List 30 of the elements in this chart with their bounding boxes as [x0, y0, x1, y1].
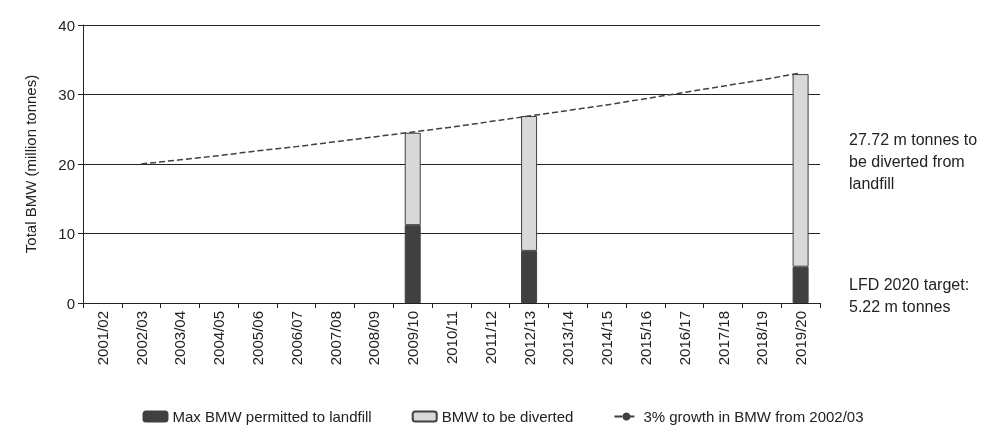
y-tick-label: 0: [66, 294, 75, 312]
legend-label: BMW to be diverted: [441, 408, 574, 425]
y-tick-label: 20: [58, 155, 75, 173]
x-tick-label: 2011/12: [481, 311, 499, 365]
x-tick-label: 2010/11: [443, 311, 460, 365]
x-tick-label: 2001/02: [93, 311, 111, 366]
x-tick-label: 2012/13: [520, 311, 538, 366]
x-tick-label: 2006/07: [287, 311, 305, 366]
x-tick-label: 2005/06: [249, 311, 267, 366]
x-tick-label: 2013/14: [559, 311, 577, 366]
y-axis-title: Total BMW (million tonnes): [22, 74, 39, 254]
text: LFD 2020 target: 5.22 m tonnes: [849, 275, 974, 315]
x-tick-label: 2015/16: [636, 311, 654, 366]
legend-label: Max BMW permitted to landfill: [172, 408, 372, 425]
x-tick-label: 2007/08: [326, 311, 344, 366]
x-tick-label: 2016/17: [675, 311, 693, 366]
x-tick-label: 2014/15: [598, 311, 616, 366]
x-tick-label: 2009/10: [404, 311, 422, 366]
y-tick-label: 40: [58, 16, 75, 34]
text: 27.72 m tonnes to be diverted from landfill: [849, 130, 982, 192]
x-tick-label: 2008/09: [365, 311, 383, 366]
x-tick-label: 2019/20: [792, 311, 810, 366]
legend-label: 3% growth in BMW from 2002/03: [643, 408, 864, 425]
y-tick-label: 30: [58, 86, 75, 103]
x-tick-label: 2002/03: [132, 311, 150, 366]
x-tick-label: 2017/18: [714, 311, 732, 366]
x-tick-label: 2018/19: [753, 311, 771, 366]
y-tick-label: 10: [58, 225, 75, 242]
x-tick-label: 2004/05: [210, 311, 228, 366]
x-tick-label: 2003/04: [171, 311, 189, 366]
